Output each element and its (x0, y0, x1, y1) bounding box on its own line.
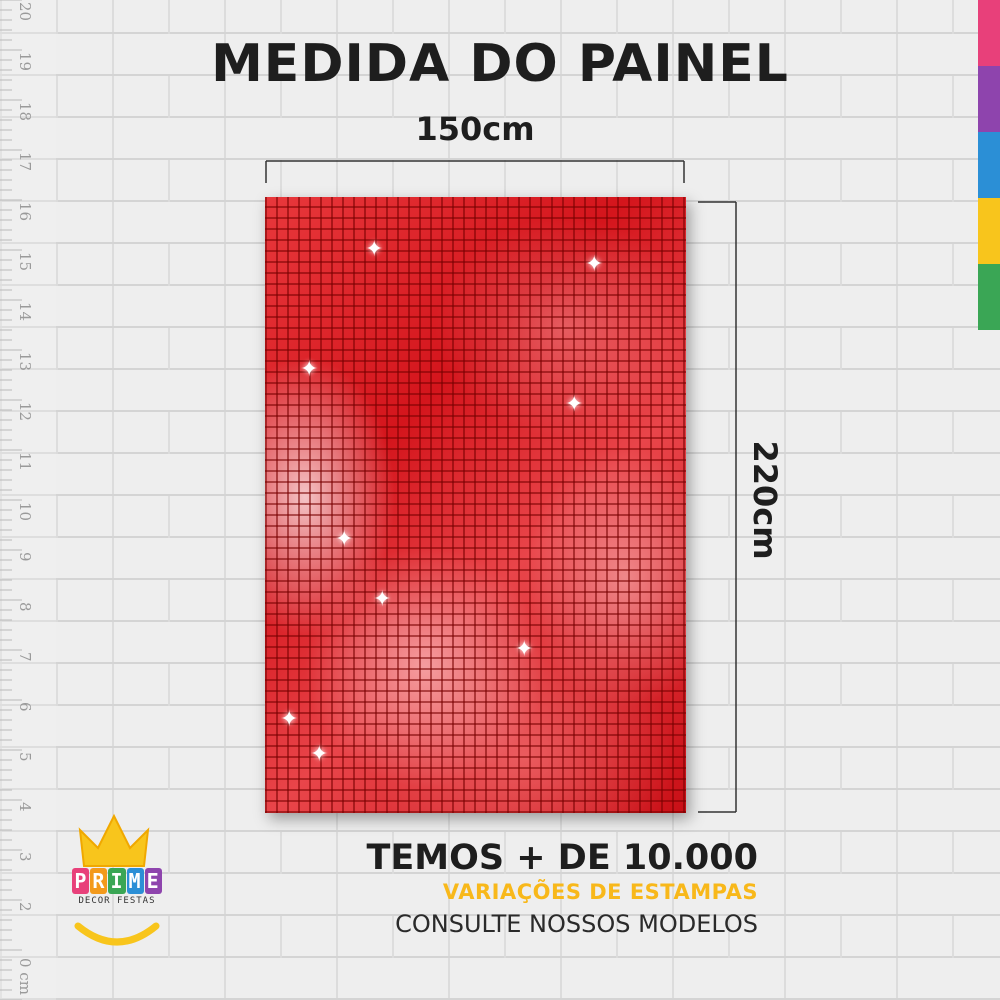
promo-subheadline: VARIAÇÕES DE ESTAMPAS (442, 880, 758, 904)
sparkle-icon: ✦ (300, 357, 319, 382)
ruler-number: 18 (16, 102, 34, 122)
page-title: MEDIDA DO PAINEL (211, 34, 789, 94)
ruler-number: 8 (16, 602, 34, 612)
sparkle-icon: ✦ (365, 237, 384, 262)
crown-icon (74, 813, 160, 946)
sparkle-icon: ✦ (310, 742, 329, 767)
ruler-number: 20 (16, 2, 34, 22)
sparkle-icon: ✦ (280, 707, 299, 732)
ruler-number: 13 (16, 352, 34, 372)
ruler-number: 17 (16, 152, 34, 172)
ruler-number: 10 (16, 502, 34, 522)
ruler-number: 2 (16, 902, 34, 912)
sparkle-icon: ✦ (335, 527, 354, 552)
ruler-ticks (0, 0, 22, 1000)
ruler-number: 7 (16, 652, 34, 662)
logo-subtitle: DECOR FESTAS (78, 896, 156, 906)
color-strip-segment (978, 264, 1000, 330)
ruler-number: 3 (16, 852, 34, 862)
sparkle-icon: ✦ (565, 392, 584, 417)
color-strip-segment (978, 198, 1000, 264)
ruler-number: 4 (16, 802, 34, 812)
promo-cta: CONSULTE NOSSOS MODELOS (395, 910, 758, 938)
sparkle-icon: ✦ (585, 252, 604, 277)
ruler-number: 9 (16, 552, 34, 562)
logo-letter: I (108, 868, 126, 894)
width-dimension-line (265, 160, 685, 183)
ruler-number: 5 (16, 752, 34, 762)
color-strip-segment (978, 0, 1000, 66)
logo-letter: P (72, 868, 90, 894)
ruler-number: 11 (16, 452, 34, 472)
sequin-panel-image: ✦ ✦ ✦ ✦ ✦ ✦ ✦ ✦ ✦ (265, 197, 686, 813)
color-strip-segment (978, 66, 1000, 132)
height-label: 220cm (746, 440, 784, 560)
sparkle-icon: ✦ (515, 637, 534, 662)
sparkle-icon: ✦ (373, 587, 392, 612)
height-dimension-line (698, 201, 737, 813)
ruler-number: 12 (16, 402, 34, 422)
ruler (0, 0, 56, 1000)
ruler-number: 0 cm (16, 958, 34, 995)
ruler-number: 15 (16, 252, 34, 272)
ruler-number: 14 (16, 302, 34, 322)
width-label: 150cm (415, 110, 535, 148)
color-strip-segment (978, 132, 1000, 198)
logo-letter: R (90, 868, 108, 894)
promo-headline: TEMOS + DE 10.000 (366, 838, 758, 878)
ruler-number: 6 (16, 702, 34, 712)
logo-letter: M (126, 868, 144, 894)
ruler-number: 16 (16, 202, 34, 222)
logo-letter: E (144, 868, 162, 894)
